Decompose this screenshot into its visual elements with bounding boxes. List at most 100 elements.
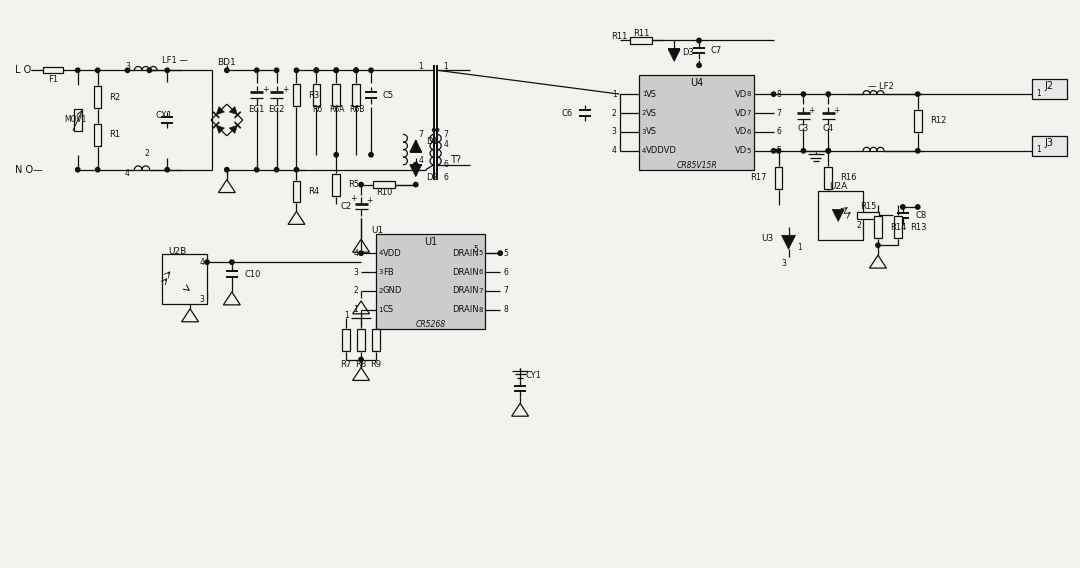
Text: 3: 3	[353, 268, 359, 277]
Text: R6: R6	[312, 105, 323, 114]
Text: CS: CS	[383, 306, 394, 314]
Text: R11: R11	[633, 29, 649, 38]
Circle shape	[95, 68, 99, 73]
Text: D2: D2	[426, 173, 437, 182]
Text: R12: R12	[930, 116, 946, 126]
Text: R9: R9	[370, 360, 381, 369]
Text: R16: R16	[840, 173, 856, 182]
Circle shape	[916, 205, 920, 209]
Bar	[94, 86, 102, 108]
Text: VD: VD	[735, 127, 747, 136]
Text: GND: GND	[383, 286, 403, 295]
Bar	[352, 84, 360, 106]
Text: 6: 6	[503, 268, 508, 277]
Text: R2: R2	[109, 93, 121, 102]
Text: 8: 8	[478, 307, 483, 313]
Text: 1: 1	[611, 90, 617, 99]
Circle shape	[95, 168, 99, 172]
Text: 6: 6	[478, 269, 483, 275]
Bar	[819, 190, 863, 240]
Text: 7: 7	[746, 110, 752, 116]
Text: 1: 1	[343, 311, 349, 320]
Text: 6: 6	[777, 127, 782, 136]
Text: C2: C2	[340, 202, 351, 211]
Text: 4: 4	[443, 140, 448, 149]
Circle shape	[826, 149, 831, 153]
Circle shape	[225, 168, 229, 172]
Text: F1: F1	[48, 75, 58, 83]
Text: DRAIN: DRAIN	[453, 249, 478, 258]
Circle shape	[314, 68, 319, 73]
Text: CR5268: CR5268	[416, 320, 446, 329]
Text: N O—: N O—	[15, 165, 43, 175]
Bar	[357, 329, 365, 350]
Circle shape	[369, 153, 374, 157]
Text: EC1: EC1	[248, 105, 265, 114]
Text: U2A: U2A	[829, 182, 848, 191]
Text: 1: 1	[353, 306, 359, 314]
Polygon shape	[216, 125, 225, 133]
Polygon shape	[833, 210, 845, 222]
Polygon shape	[409, 140, 421, 152]
Text: R5: R5	[348, 180, 360, 189]
Text: +: +	[282, 85, 288, 94]
Text: 3: 3	[378, 269, 383, 275]
Text: 6: 6	[443, 160, 448, 169]
Text: C8: C8	[916, 211, 927, 220]
Text: 4: 4	[125, 169, 130, 178]
Bar	[631, 37, 652, 44]
Text: CR85V15R: CR85V15R	[676, 161, 717, 170]
Circle shape	[876, 243, 880, 248]
Text: 3: 3	[125, 62, 130, 71]
Circle shape	[414, 182, 418, 187]
Bar	[894, 216, 902, 238]
Circle shape	[354, 68, 359, 73]
Text: FB: FB	[383, 268, 394, 277]
Circle shape	[826, 149, 831, 153]
Circle shape	[697, 38, 701, 43]
Text: 3: 3	[199, 295, 204, 304]
Bar	[293, 181, 300, 202]
Text: 1: 1	[1036, 145, 1041, 154]
Text: R17: R17	[751, 173, 767, 182]
Bar	[43, 67, 63, 73]
Text: C5: C5	[383, 91, 394, 99]
Text: MOV1: MOV1	[64, 115, 86, 124]
Text: U3: U3	[761, 234, 773, 243]
Text: 1: 1	[642, 91, 647, 97]
Text: VS: VS	[646, 127, 658, 136]
Bar	[373, 181, 395, 189]
Polygon shape	[229, 125, 238, 133]
Text: 6: 6	[746, 129, 752, 135]
Circle shape	[165, 68, 170, 73]
Bar	[824, 166, 832, 189]
Text: U2B: U2B	[168, 247, 186, 256]
Text: 2: 2	[611, 108, 617, 118]
Polygon shape	[229, 106, 238, 115]
Text: VDDVD: VDDVD	[646, 147, 677, 155]
Text: 4: 4	[611, 147, 617, 155]
Text: U1: U1	[372, 226, 383, 235]
Text: 6: 6	[443, 173, 448, 182]
Circle shape	[771, 92, 775, 97]
Text: VD: VD	[735, 90, 747, 99]
Polygon shape	[409, 165, 421, 177]
Text: D3: D3	[683, 48, 694, 57]
Circle shape	[359, 357, 363, 362]
Circle shape	[777, 149, 781, 153]
Bar	[342, 329, 350, 350]
Bar	[914, 110, 921, 132]
Text: 7: 7	[443, 131, 448, 139]
Text: R4: R4	[309, 187, 320, 196]
Bar	[376, 234, 485, 329]
Text: R14: R14	[890, 223, 906, 232]
Text: VS: VS	[646, 108, 658, 118]
Polygon shape	[782, 235, 796, 249]
Text: 4: 4	[199, 258, 204, 266]
Circle shape	[230, 260, 234, 264]
Text: DRAIN: DRAIN	[453, 268, 478, 277]
Text: 8: 8	[746, 91, 752, 97]
Text: VDD: VDD	[383, 249, 402, 258]
Text: 2: 2	[353, 286, 359, 295]
Circle shape	[354, 68, 359, 73]
